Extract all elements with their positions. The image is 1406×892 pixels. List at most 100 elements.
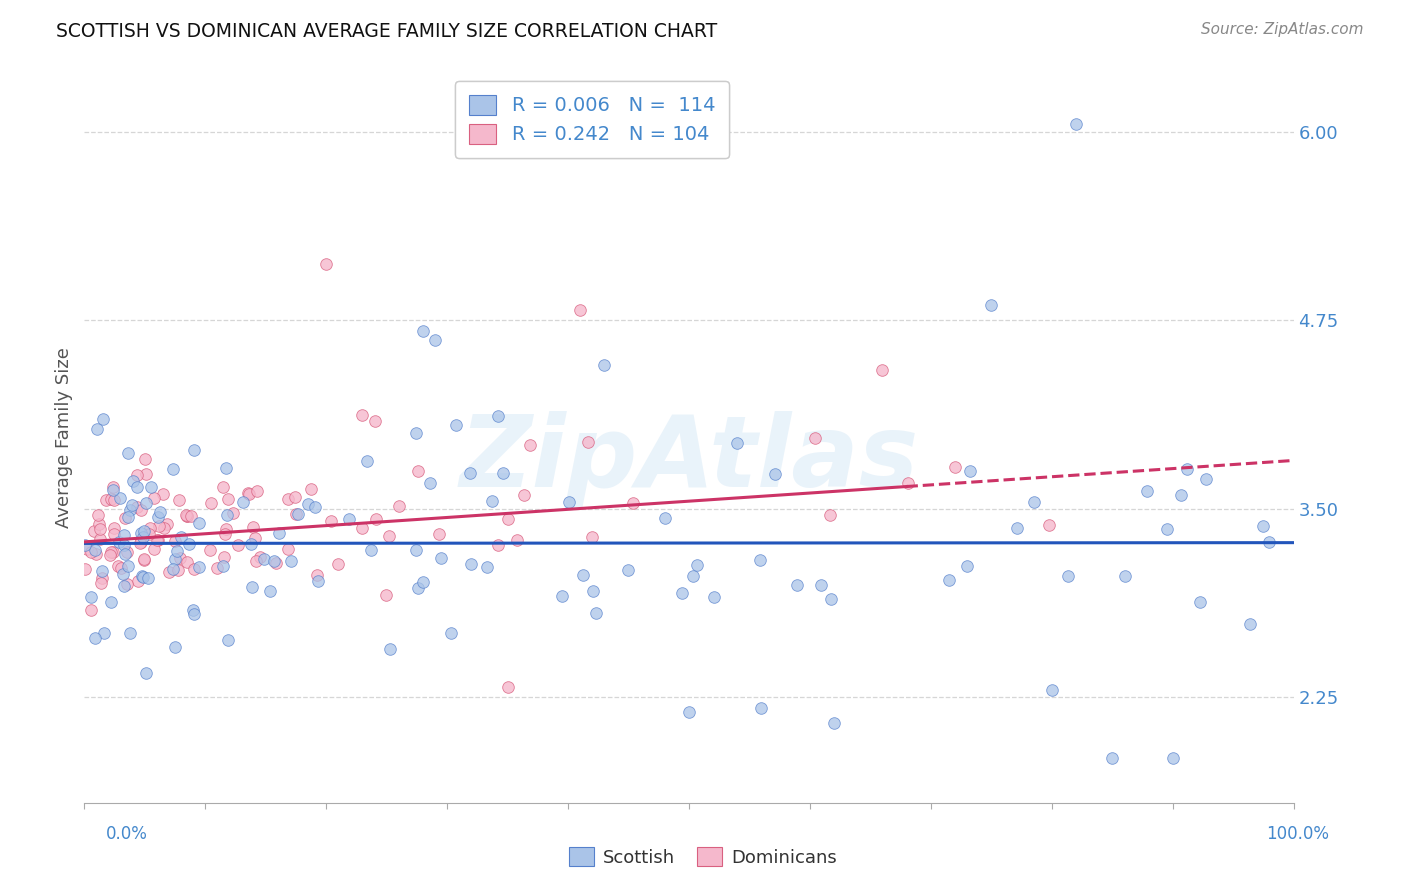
Point bbox=[127, 500, 149, 514]
Point bbox=[955, 559, 977, 574]
Point bbox=[157, 565, 180, 579]
Point bbox=[112, 539, 135, 553]
Point bbox=[214, 460, 236, 475]
Point bbox=[763, 467, 786, 481]
Point bbox=[75, 562, 97, 576]
Point bbox=[128, 535, 150, 549]
Point bbox=[617, 563, 640, 577]
Point bbox=[138, 521, 160, 535]
Point bbox=[212, 558, 235, 573]
Point bbox=[498, 512, 520, 526]
Point bbox=[110, 491, 132, 505]
Point bbox=[444, 417, 467, 432]
Point bbox=[103, 527, 125, 541]
Point bbox=[375, 589, 398, 603]
Point bbox=[80, 545, 103, 559]
Point bbox=[107, 534, 129, 549]
Point bbox=[810, 578, 832, 592]
Point bbox=[569, 302, 592, 317]
Point bbox=[249, 549, 271, 564]
Point bbox=[222, 506, 245, 520]
Point bbox=[266, 556, 288, 570]
Point bbox=[80, 603, 103, 617]
Point bbox=[125, 468, 148, 483]
Point bbox=[90, 576, 112, 591]
Point bbox=[823, 715, 845, 730]
Point bbox=[183, 607, 205, 621]
Point bbox=[593, 359, 616, 373]
Point bbox=[820, 592, 842, 607]
Point bbox=[1056, 569, 1078, 583]
Point bbox=[803, 431, 825, 445]
Point bbox=[118, 626, 141, 640]
Point bbox=[980, 298, 1002, 312]
Point bbox=[496, 680, 519, 694]
Point bbox=[169, 551, 191, 566]
Point bbox=[152, 487, 174, 501]
Point bbox=[83, 524, 105, 538]
Y-axis label: Average Family Size: Average Family Size bbox=[55, 347, 73, 527]
Point bbox=[103, 521, 125, 535]
Point bbox=[284, 490, 307, 504]
Point bbox=[170, 530, 193, 544]
Point bbox=[153, 521, 176, 535]
Point bbox=[267, 525, 290, 540]
Point bbox=[232, 495, 254, 509]
Point bbox=[166, 544, 188, 558]
Text: ZipAtlas: ZipAtlas bbox=[460, 410, 918, 508]
Point bbox=[287, 508, 309, 522]
Point bbox=[183, 442, 205, 457]
Point bbox=[91, 571, 114, 585]
Point bbox=[112, 527, 135, 541]
Point bbox=[214, 527, 236, 541]
Point bbox=[76, 541, 98, 556]
Point bbox=[481, 493, 503, 508]
Point bbox=[217, 632, 239, 647]
Point bbox=[134, 551, 156, 566]
Point bbox=[352, 408, 374, 422]
Point bbox=[1258, 535, 1281, 549]
Point bbox=[118, 503, 141, 517]
Point bbox=[176, 509, 198, 524]
Point bbox=[378, 642, 401, 657]
Point bbox=[486, 538, 509, 552]
Point bbox=[98, 548, 121, 562]
Point bbox=[215, 523, 238, 537]
Point bbox=[240, 580, 263, 594]
Point bbox=[406, 464, 429, 478]
Point bbox=[938, 573, 960, 587]
Point bbox=[135, 496, 157, 510]
Point bbox=[356, 454, 378, 468]
Point bbox=[176, 555, 198, 569]
Point bbox=[685, 558, 707, 572]
Point bbox=[572, 568, 595, 582]
Point bbox=[163, 533, 186, 548]
Point bbox=[519, 438, 541, 452]
Point bbox=[131, 530, 153, 544]
Text: Source: ZipAtlas.com: Source: ZipAtlas.com bbox=[1201, 22, 1364, 37]
Point bbox=[581, 530, 603, 544]
Point bbox=[388, 500, 411, 514]
Point bbox=[897, 476, 920, 491]
Point bbox=[818, 508, 841, 522]
Point bbox=[1114, 569, 1136, 583]
Point bbox=[162, 461, 184, 475]
Point bbox=[280, 554, 302, 568]
Point bbox=[117, 446, 139, 460]
Point bbox=[682, 569, 704, 583]
Point bbox=[135, 665, 157, 680]
Point bbox=[100, 595, 122, 609]
Point bbox=[239, 537, 262, 551]
Point bbox=[148, 519, 170, 533]
Point bbox=[305, 567, 328, 582]
Point bbox=[585, 606, 607, 620]
Point bbox=[129, 525, 152, 540]
Point bbox=[183, 562, 205, 576]
Point bbox=[103, 480, 125, 494]
Point bbox=[315, 257, 337, 271]
Point bbox=[506, 533, 529, 548]
Point bbox=[621, 496, 644, 510]
Point bbox=[277, 542, 299, 557]
Point bbox=[427, 527, 450, 541]
Point bbox=[142, 541, 165, 556]
